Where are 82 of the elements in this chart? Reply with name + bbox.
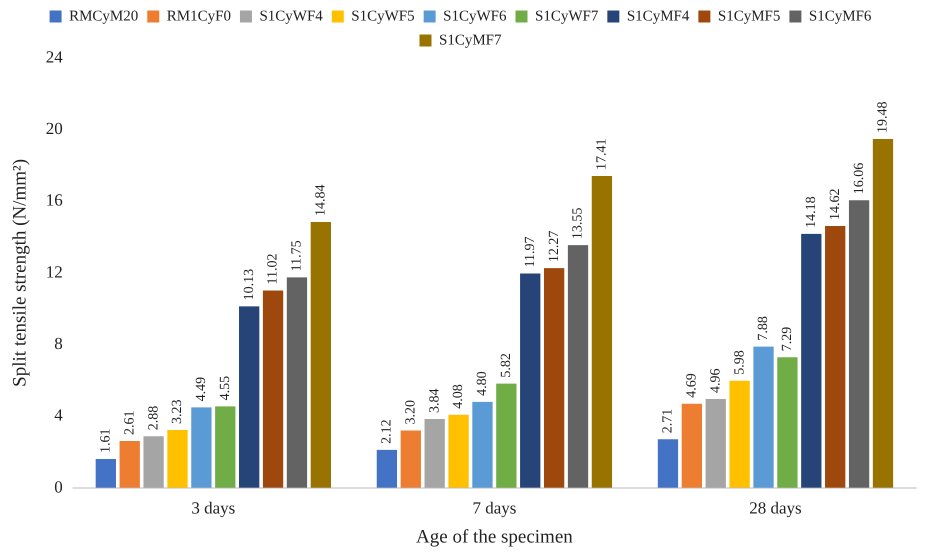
data-label: 3.20 — [403, 400, 418, 424]
data-label: 4.55 — [218, 376, 233, 400]
x-tick-label: 7 days — [472, 498, 516, 518]
bar — [848, 200, 870, 488]
x-axis-title: Age of the specimen — [416, 526, 574, 548]
bar — [544, 268, 564, 488]
data-label: 7.88 — [756, 316, 772, 341]
bar — [520, 273, 540, 488]
y-tick-label: 24 — [46, 47, 64, 66]
legend-label: S1CyMF7 — [438, 32, 502, 48]
data-label: 14.62 — [828, 188, 843, 220]
legend-label: S1CyWF4 — [259, 8, 324, 24]
bar — [777, 357, 798, 488]
data-label: 14.84 — [314, 184, 329, 216]
bar — [729, 380, 750, 488]
data-label: 2.61 — [122, 410, 138, 436]
data-label: 5.98 — [732, 350, 748, 375]
bar — [424, 419, 445, 488]
bar — [310, 222, 331, 488]
data-label: 12.27 — [546, 230, 562, 262]
data-label: 16.06 — [852, 162, 867, 194]
legend-label: S1CyMF4 — [626, 8, 690, 24]
data-label: 3.23 — [170, 399, 186, 424]
data-label: 13.55 — [570, 208, 586, 240]
bar — [120, 441, 140, 488]
data-label: 17.41 — [594, 138, 610, 170]
data-label: 5.82 — [499, 353, 514, 378]
x-tick-label: 3 days — [191, 498, 236, 518]
x-tick-label: 28 days — [749, 498, 802, 518]
bar — [400, 430, 421, 488]
bar — [872, 138, 894, 488]
data-label: 4.49 — [194, 376, 210, 402]
data-label: 2.12 — [380, 419, 395, 444]
bar — [825, 226, 846, 488]
y-tick-label: 12 — [46, 262, 63, 282]
data-label: 4.08 — [451, 384, 466, 409]
legend-label: RMCyM20 — [69, 8, 138, 24]
data-label: 2.88 — [146, 406, 162, 430]
legend-label: S1CyMF6 — [808, 8, 872, 24]
y-tick-label: 0 — [54, 477, 63, 496]
data-label: 11.02 — [266, 253, 281, 284]
bar — [706, 398, 726, 488]
bar — [143, 436, 164, 488]
bar — [167, 430, 188, 488]
bar — [286, 277, 308, 488]
bar — [215, 406, 236, 488]
bar — [496, 384, 516, 488]
bar — [568, 245, 588, 488]
y-tick-label: 16 — [46, 190, 63, 210]
data-label: 11.75 — [290, 240, 305, 272]
y-tick-label: 4 — [54, 406, 64, 425]
data-label: 14.18 — [804, 196, 819, 228]
data-label: 4.69 — [684, 373, 700, 398]
data-label: 4.96 — [708, 368, 724, 393]
bar — [682, 404, 702, 488]
bar — [753, 346, 774, 488]
y-tick-label: 20 — [46, 119, 63, 138]
bar — [472, 402, 493, 488]
bar — [658, 439, 678, 488]
data-label: 7.29 — [780, 326, 796, 352]
legend-label: S1CyWF7 — [534, 8, 599, 24]
data-label: 11.97 — [522, 236, 538, 268]
legend-label: S1CyWF6 — [443, 8, 507, 24]
bar — [262, 290, 284, 488]
data-label: 4.80 — [475, 371, 490, 396]
legend-label: RM1CyF0 — [166, 8, 231, 24]
bar — [448, 414, 469, 488]
data-label: 19.48 — [876, 101, 891, 133]
bar — [592, 176, 612, 488]
legend-label: S1CyWF5 — [351, 8, 415, 24]
y-tick-label: 8 — [54, 334, 63, 353]
data-label: 1.61 — [98, 428, 114, 453]
bar — [191, 407, 212, 488]
legend-label: S1CyMF5 — [718, 8, 780, 24]
data-label: 3.84 — [427, 388, 442, 414]
data-label: 2.71 — [660, 408, 676, 434]
data-label: 10.13 — [242, 268, 257, 300]
bar — [239, 306, 260, 488]
bar — [801, 234, 822, 488]
bar — [376, 450, 398, 488]
bar — [96, 458, 116, 488]
y-axis-title: Split tensile strength (N/mm²) — [9, 158, 30, 387]
